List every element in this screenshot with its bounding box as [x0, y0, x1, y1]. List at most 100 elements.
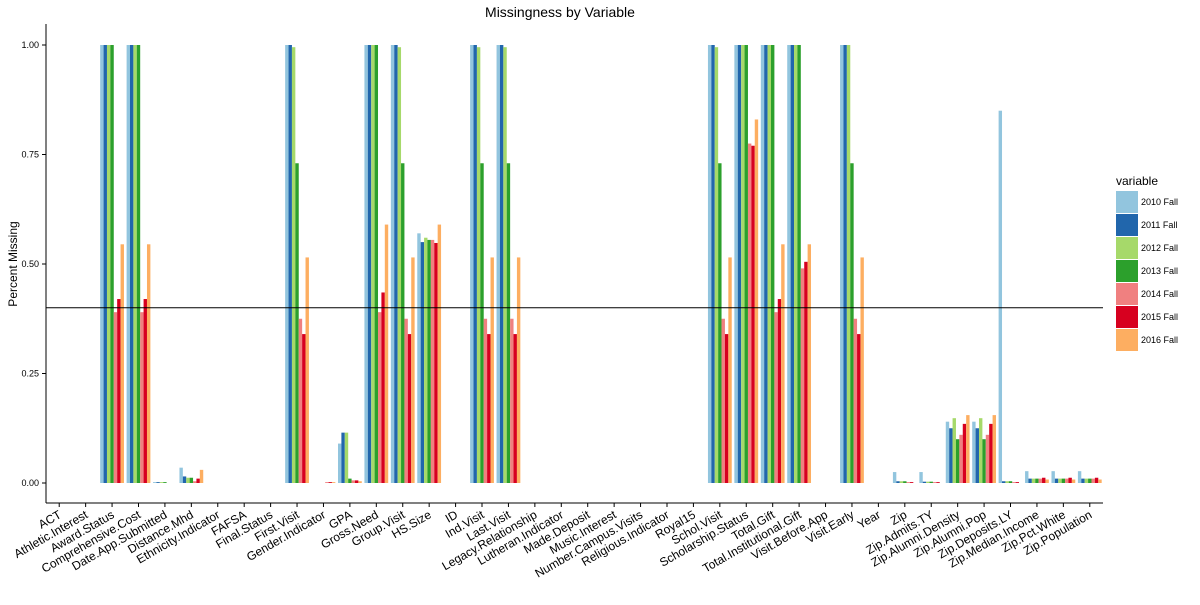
bar [711, 45, 715, 483]
legend: 2010 Fall 2011 Fall 2012 Fall 2013 Fall 2014… [1116, 191, 1178, 351]
bar [949, 428, 953, 483]
bar [721, 318, 725, 483]
y-tick-label: 1.00 [21, 40, 39, 50]
bar [896, 481, 900, 483]
bar [1058, 478, 1062, 483]
bar [899, 481, 904, 483]
bar [133, 45, 137, 483]
legend-label: 2016 Fall [1141, 335, 1178, 345]
bar [371, 45, 375, 483]
legend-label: 2011 Fall [1141, 220, 1177, 230]
legend-label: 2012 Fall [1141, 243, 1178, 253]
bar [760, 45, 765, 483]
y-axis-label: Percent Missing [6, 221, 20, 306]
bar [420, 242, 425, 483]
bar [846, 45, 851, 483]
bar [367, 45, 372, 483]
legend-swatch [1116, 283, 1138, 305]
bar [892, 472, 897, 483]
legend-label: 2010 Fall [1141, 197, 1178, 207]
bar [992, 415, 996, 483]
bar [288, 45, 292, 483]
bar [1061, 478, 1066, 483]
bar [1068, 477, 1072, 483]
bar [1012, 482, 1016, 483]
bar [156, 482, 160, 483]
bar [513, 334, 517, 483]
bar [978, 418, 983, 483]
bar [1038, 478, 1043, 483]
bar [354, 480, 359, 483]
bar [302, 334, 306, 483]
bar [305, 257, 309, 483]
bar [853, 318, 858, 483]
legend-swatch [1116, 191, 1138, 213]
bar [129, 45, 134, 483]
bar [179, 467, 183, 483]
bar [476, 47, 481, 483]
bar [972, 421, 976, 483]
bar [325, 482, 329, 483]
bar [1098, 479, 1102, 483]
bar [909, 482, 914, 483]
bar [381, 292, 385, 483]
bar [1028, 478, 1032, 483]
bar [860, 257, 864, 483]
bar [113, 312, 118, 483]
bar [998, 110, 1003, 483]
bar [903, 481, 907, 483]
bar [718, 163, 722, 483]
bar [417, 233, 421, 483]
bar [430, 239, 435, 483]
bar [348, 478, 352, 483]
plot-area: 0.000.250.500.751.00ACTAthletic.Interest… [12, 24, 1103, 581]
bar [843, 45, 847, 483]
bar [857, 334, 861, 483]
bar [741, 45, 745, 483]
bar [734, 45, 738, 483]
bar [496, 45, 500, 483]
bar [143, 299, 147, 483]
bar [1031, 478, 1036, 483]
bar [499, 45, 504, 483]
bar [153, 482, 157, 483]
bar [781, 244, 785, 483]
bar [936, 482, 940, 483]
bar [737, 45, 742, 483]
bar [397, 47, 402, 483]
legend-swatch [1116, 214, 1138, 236]
bar [1051, 471, 1055, 483]
bar [298, 318, 303, 483]
bar [189, 477, 194, 483]
bar [487, 334, 491, 483]
bar [473, 45, 477, 483]
bar [516, 257, 521, 483]
bar [989, 423, 993, 483]
bar [163, 482, 167, 483]
y-tick-label: 0.00 [21, 478, 39, 488]
bar [100, 45, 104, 483]
bar [401, 163, 405, 483]
bar [291, 47, 296, 483]
bar [110, 45, 114, 483]
bar [929, 481, 933, 483]
bar [787, 45, 791, 483]
bar [295, 163, 299, 483]
bar [378, 312, 382, 483]
y-tick-label: 0.50 [21, 259, 39, 269]
bar [959, 434, 963, 483]
bar [338, 443, 342, 483]
bar [1002, 481, 1006, 483]
bar [764, 45, 768, 483]
bar [136, 45, 141, 483]
bar [374, 45, 379, 483]
bar [714, 47, 719, 483]
bar [1015, 482, 1020, 483]
bar [840, 45, 844, 483]
bar [1088, 478, 1092, 483]
bar [955, 439, 960, 483]
bar [510, 318, 514, 483]
bar [1065, 478, 1069, 483]
bar [985, 434, 990, 483]
bar [358, 481, 362, 483]
